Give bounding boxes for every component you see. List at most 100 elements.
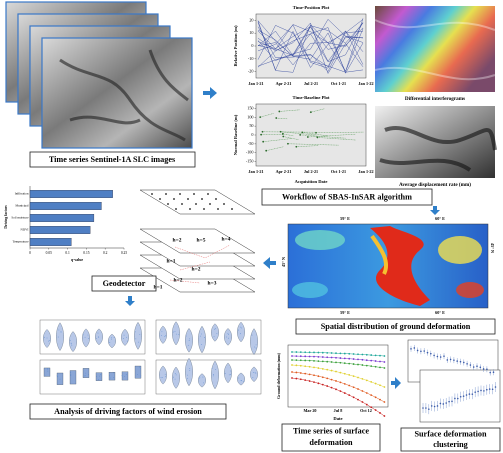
violin (82, 328, 90, 348)
y-tick-label: 50 (249, 123, 253, 128)
baseline-link (276, 117, 288, 120)
point (200, 335, 201, 337)
point (214, 329, 216, 330)
y-tick-label: -50 (248, 141, 254, 146)
sample (442, 403, 445, 405)
acquisition (301, 131, 304, 134)
baseline-link (307, 133, 356, 138)
sample (448, 400, 450, 403)
point (189, 338, 191, 340)
time-baseline-plot: Time-Baseline Plot Normal Baseline (m) A… (233, 95, 374, 184)
point (226, 336, 227, 338)
point (71, 345, 73, 347)
point (110, 337, 112, 339)
trajectory (257, 25, 364, 73)
label-box (281, 423, 381, 452)
sample (486, 388, 488, 391)
point (161, 331, 163, 333)
series-line (291, 377, 385, 417)
point (228, 334, 229, 335)
point (211, 367, 213, 369)
baseline-link (300, 134, 346, 139)
point (70, 374, 72, 376)
stratum-label: h=5 (197, 237, 206, 243)
sample (446, 359, 449, 361)
point (70, 343, 72, 345)
point (214, 328, 216, 329)
x-tick-label: Apr 2-21 (276, 169, 292, 174)
point (224, 373, 226, 374)
baseline-link (310, 108, 325, 113)
grid-dot (159, 198, 161, 200)
texture (379, 126, 497, 172)
x-tick-label: Oct 12 (360, 408, 372, 413)
sample (422, 407, 424, 409)
x-tick-label: 0.2 (103, 251, 108, 255)
point (109, 375, 111, 377)
point (215, 369, 217, 371)
baseline-link (317, 137, 356, 141)
violin (121, 328, 129, 346)
clustering-label: clustering (433, 440, 468, 449)
shape (255, 103, 367, 167)
x-tick-label: Jan 1-21 (248, 81, 263, 86)
x-axis-label: q-value (71, 258, 83, 262)
acquisition (275, 117, 278, 119)
violin (185, 357, 193, 387)
point (173, 331, 175, 333)
point (213, 336, 215, 338)
point (201, 344, 203, 345)
sample (474, 391, 477, 393)
point (138, 341, 139, 343)
series-line (291, 364, 385, 388)
sample (466, 363, 468, 365)
x-tick-label: 0.25 (121, 251, 127, 255)
x-tick-label: Jul 2-21 (304, 169, 318, 174)
point (46, 337, 48, 339)
x-tick-label: Jul 2-21 (304, 81, 318, 86)
point (43, 336, 45, 338)
stratum-label: h=4 (222, 236, 231, 242)
x-tick-label: Jan 1-22 (358, 81, 373, 86)
point (84, 374, 86, 376)
stratum-label: h=1 (167, 258, 176, 264)
violin (237, 372, 245, 386)
grid-dot (167, 203, 169, 205)
mini-plot (155, 359, 262, 395)
point (70, 342, 72, 344)
point (165, 376, 166, 378)
point (188, 340, 190, 341)
x-tick-label: Oct 1-21 (331, 169, 346, 174)
trajectory (257, 26, 364, 62)
shape (292, 282, 328, 298)
point (47, 368, 49, 369)
acquisition (295, 145, 298, 148)
series-line (291, 371, 385, 403)
sample (468, 393, 471, 395)
stratum-label: h=2 (192, 266, 201, 272)
shape (287, 344, 389, 408)
x-tick-label: 0.1 (65, 251, 70, 255)
sample (433, 405, 436, 408)
point (160, 377, 162, 379)
arrow (125, 296, 135, 306)
map-coordinate: 59° E (340, 216, 350, 221)
point (243, 381, 245, 382)
point (126, 340, 128, 342)
grid-dot (209, 203, 211, 205)
violin (159, 365, 167, 385)
y-tick-label: -10 (248, 56, 254, 61)
sample (457, 397, 459, 400)
box (108, 372, 116, 381)
baseline-link (282, 133, 294, 137)
image-label: Differential interferograms (405, 96, 465, 102)
bar (29, 202, 102, 210)
point (122, 338, 124, 339)
point (125, 336, 127, 338)
violin (250, 366, 258, 382)
point (98, 336, 100, 338)
point (203, 337, 205, 338)
violin (172, 321, 180, 346)
point (84, 375, 86, 377)
point (252, 372, 254, 373)
